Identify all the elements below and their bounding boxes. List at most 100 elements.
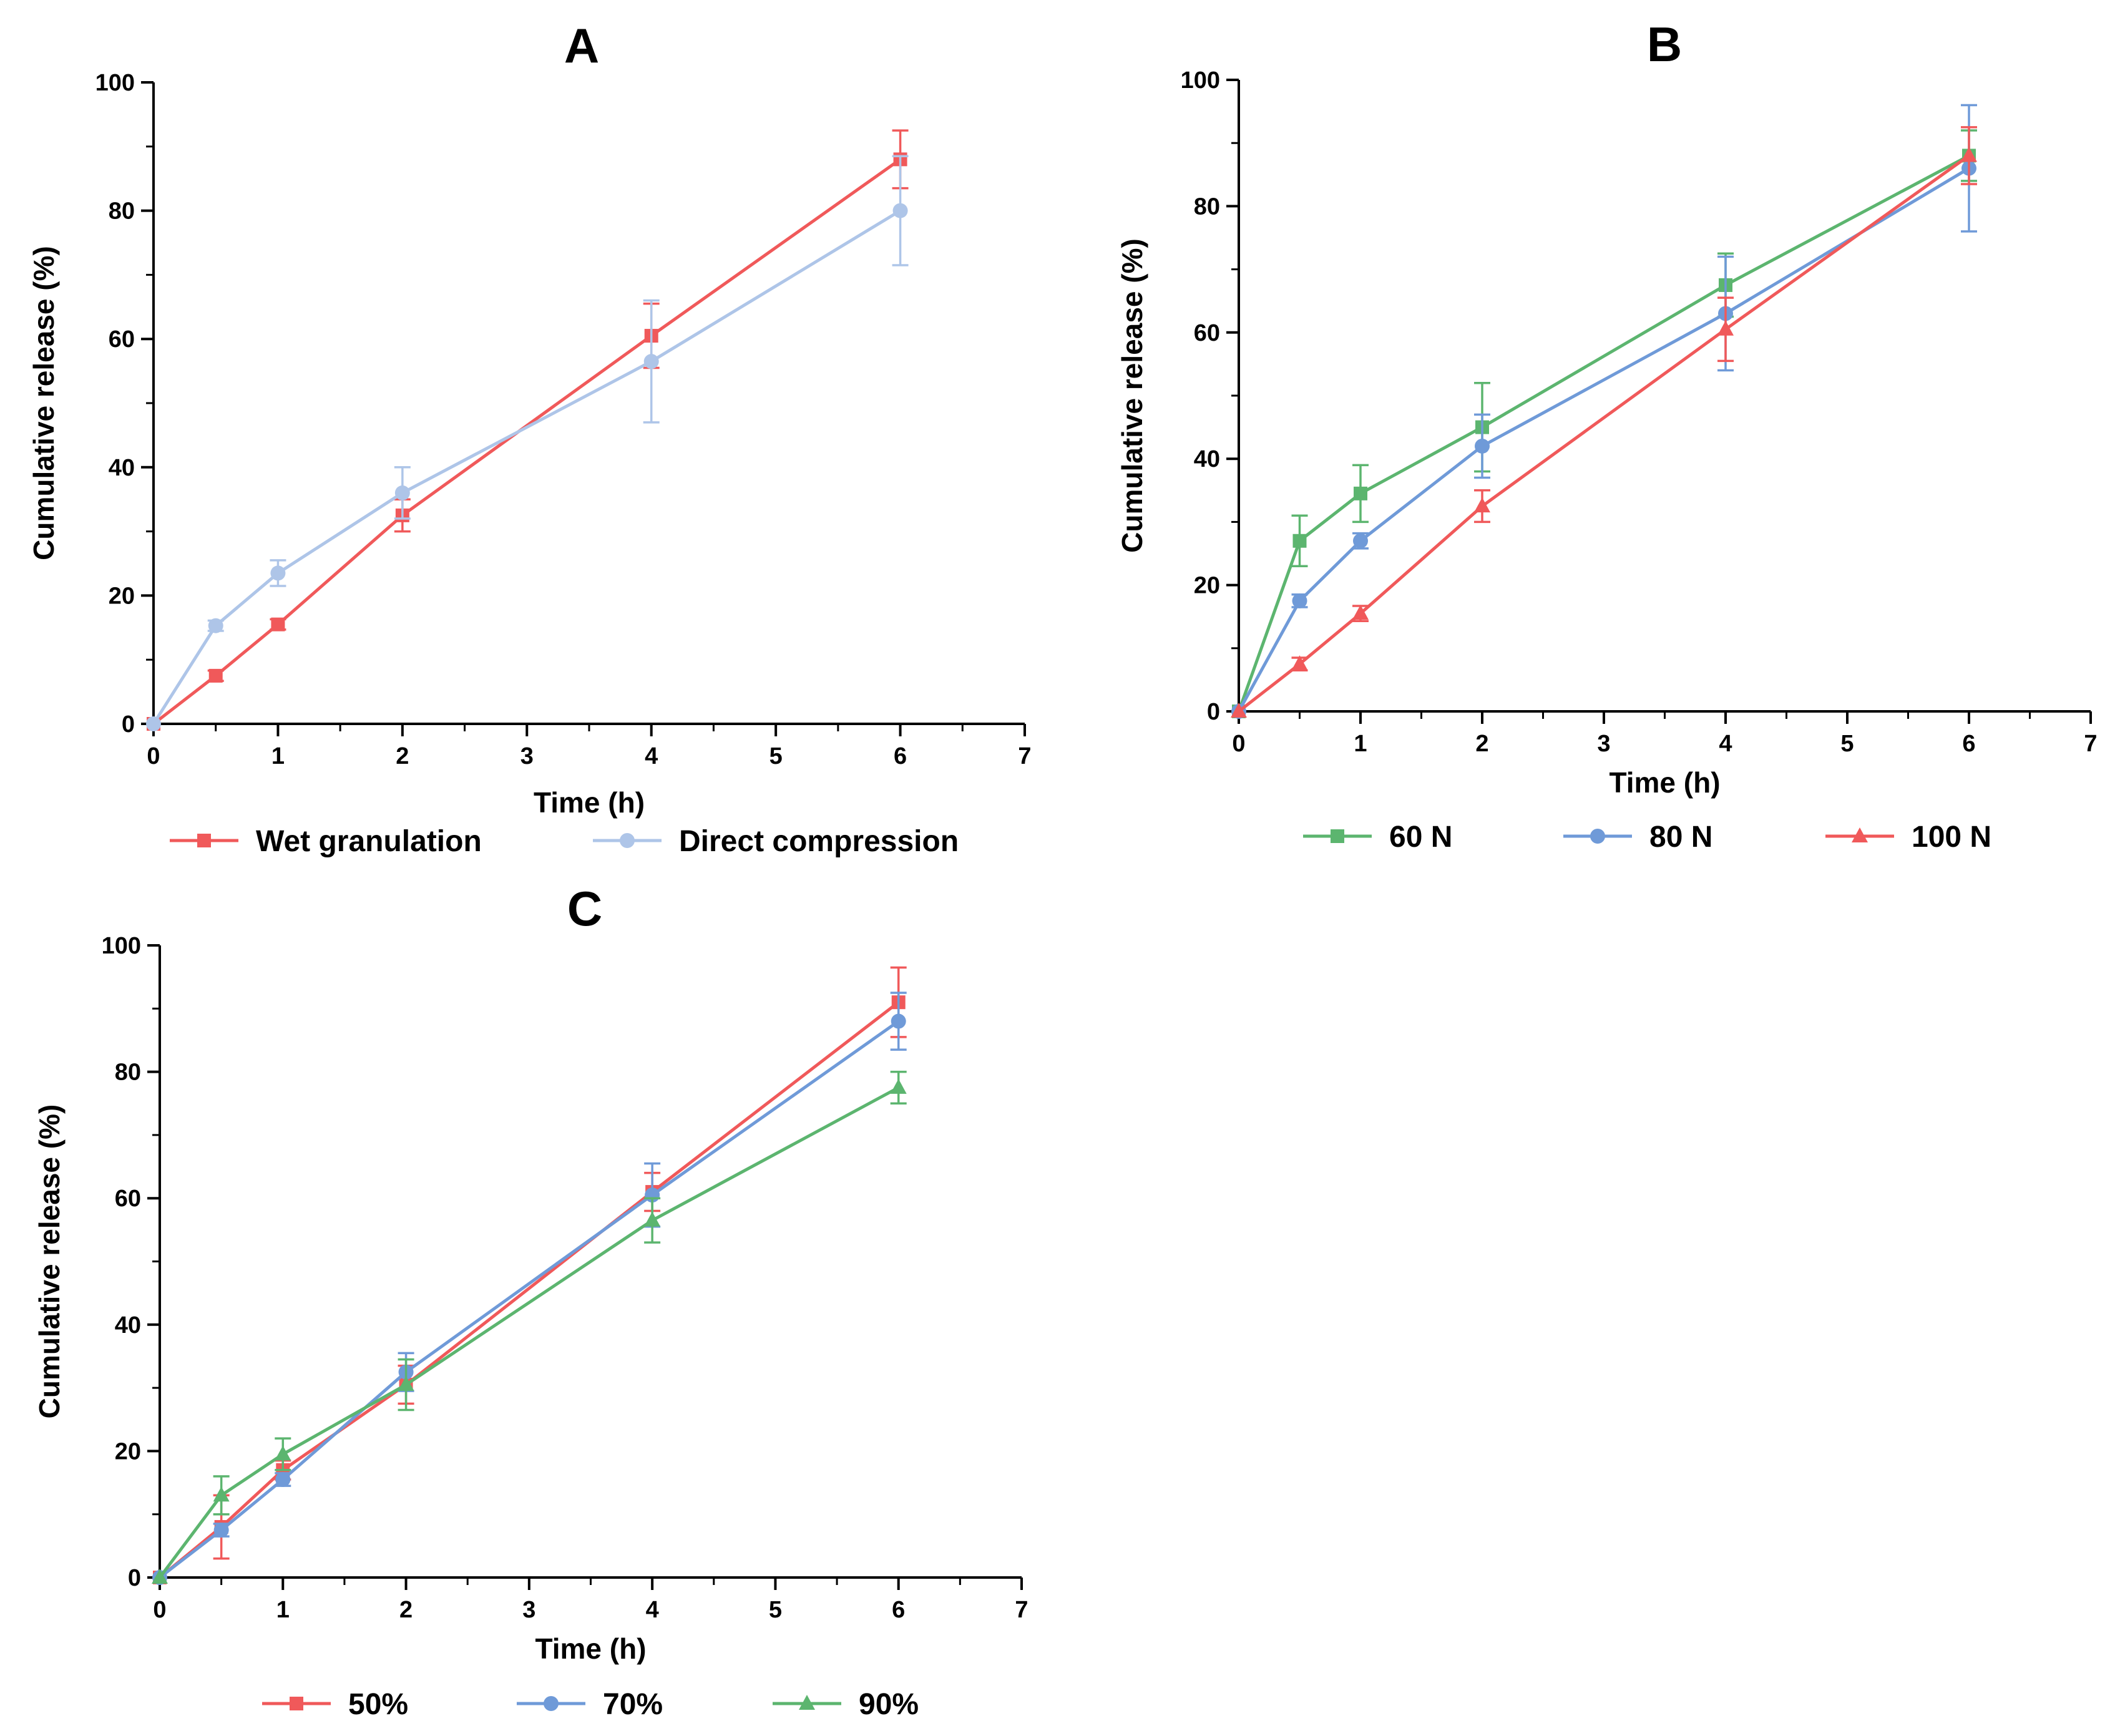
x-tick-label: 0 (153, 1597, 166, 1623)
x-tick-label: 5 (769, 743, 783, 769)
data-point (1474, 497, 1490, 513)
series-line (152, 158, 902, 725)
x-axis-label: Time (h) (534, 786, 645, 819)
y-tick-label: 40 (115, 1312, 141, 1339)
data-point (213, 1486, 230, 1502)
series-100 N (1231, 126, 1977, 718)
y-tick-label: 100 (1181, 67, 1220, 94)
x-axis-label: Time (h) (535, 1632, 646, 1665)
data-point (1717, 320, 1734, 336)
y-tick-label: 20 (109, 583, 135, 609)
panel-title: C (567, 881, 602, 936)
legend-label: 50% (348, 1688, 408, 1721)
x-tick-label: 3 (1597, 731, 1610, 757)
x-tick-label: 7 (1015, 1597, 1028, 1623)
series-line (159, 1020, 900, 1579)
series-90% (152, 1070, 907, 1584)
legend-label: 70% (603, 1688, 663, 1721)
series-line (152, 209, 901, 725)
x-tick-label: 5 (1840, 731, 1854, 757)
x-tick-label: 7 (1018, 743, 1031, 769)
chart-panel-C: C 0 1 2 3 4 5 6 7 0 20 40 60 80 100 Time (h) Cumulative … (33, 881, 1028, 1721)
legend-entry: Wet granulation (170, 825, 482, 858)
legend-swatch-marker (799, 1695, 815, 1710)
legend-swatch-marker (620, 833, 635, 848)
panel-title: B (1647, 17, 1682, 72)
legend-label: Wet granulation (256, 825, 482, 858)
legend-swatch-marker (1852, 827, 1868, 842)
data-point (1291, 655, 1308, 671)
data-point (1354, 486, 1367, 500)
chart-panel-A: A 0 1 2 3 4 5 6 7 0 20 40 60 80 100 Time (h) Cumulative … (27, 18, 1032, 858)
y-tick-label: 80 (115, 1060, 141, 1086)
data-point (1292, 593, 1307, 608)
legend-entry: 80 N (1563, 821, 1712, 854)
legend-swatch-marker (1590, 829, 1605, 844)
series-80 N (1231, 104, 1977, 719)
data-point (275, 1471, 291, 1487)
x-tick-label: 3 (520, 743, 534, 769)
panel-title: A (564, 18, 599, 73)
x-tick-label: 6 (1962, 731, 1975, 757)
x-tick-label: 0 (1232, 731, 1245, 757)
x-tick-label: 1 (1354, 731, 1367, 757)
y-tick-label: 20 (1194, 573, 1220, 599)
y-tick-label: 60 (1194, 320, 1220, 346)
data-point (1352, 605, 1369, 620)
data-point (1353, 533, 1368, 549)
legend-entry: 100 N (1825, 821, 1991, 854)
data-point (892, 203, 908, 218)
data-point (643, 354, 659, 369)
legend-swatch-marker (544, 1696, 559, 1711)
data-point (271, 617, 285, 631)
series-line (1237, 154, 1970, 712)
data-point (1475, 438, 1490, 454)
data-point (146, 716, 161, 731)
data-point (208, 618, 223, 633)
y-tick-label: 60 (115, 1186, 141, 1212)
legend-label: 80 N (1649, 821, 1712, 854)
legend-entry: 60 N (1303, 821, 1452, 854)
y-tick-label: 40 (109, 455, 135, 481)
legend-label: Direct compression (679, 825, 959, 858)
x-tick-label: 2 (399, 1597, 413, 1623)
legend-label: 60 N (1389, 821, 1452, 854)
x-tick-label: 4 (646, 1597, 659, 1623)
legend-swatch-marker (197, 834, 211, 847)
data-point (398, 1376, 414, 1392)
y-tick-label: 80 (109, 198, 135, 225)
legend-swatch-marker (290, 1697, 303, 1710)
y-tick-label: 0 (128, 1565, 141, 1591)
data-point (213, 1523, 229, 1538)
x-tick-label: 4 (1719, 731, 1732, 757)
series-60 N (1232, 129, 1977, 718)
data-point (644, 1211, 661, 1227)
y-tick-label: 60 (109, 326, 135, 353)
data-point (1292, 534, 1307, 548)
series-Wet granulation (147, 129, 909, 731)
data-point (270, 565, 286, 581)
data-point (1961, 147, 1977, 162)
y-tick-label: 100 (102, 933, 141, 959)
series-70% (152, 992, 907, 1585)
y-tick-label: 100 (95, 70, 135, 96)
x-axis-label: Time (h) (1609, 766, 1720, 799)
y-tick-label: 80 (1194, 193, 1220, 220)
x-tick-label: 2 (396, 743, 409, 769)
data-point (275, 1445, 291, 1461)
series-line (158, 1086, 899, 1579)
chart-panel-B: B 0 1 2 3 4 5 6 7 0 20 40 60 80 100 Time (h) Cumulative … (1116, 17, 2098, 854)
y-axis-label: Cumulative release (%) (1116, 238, 1148, 553)
legend-label: 90% (859, 1688, 919, 1721)
x-tick-label: 1 (271, 743, 285, 769)
x-tick-label: 7 (2084, 731, 2097, 757)
series-Direct compression (146, 155, 909, 731)
data-point (1231, 703, 1247, 718)
data-point (890, 1078, 907, 1094)
legend-entry: 90% (773, 1688, 919, 1721)
series-line (1238, 154, 1970, 713)
legend-entry: 50% (262, 1688, 408, 1721)
legend-entry: 70% (517, 1688, 663, 1721)
data-point (208, 668, 223, 683)
